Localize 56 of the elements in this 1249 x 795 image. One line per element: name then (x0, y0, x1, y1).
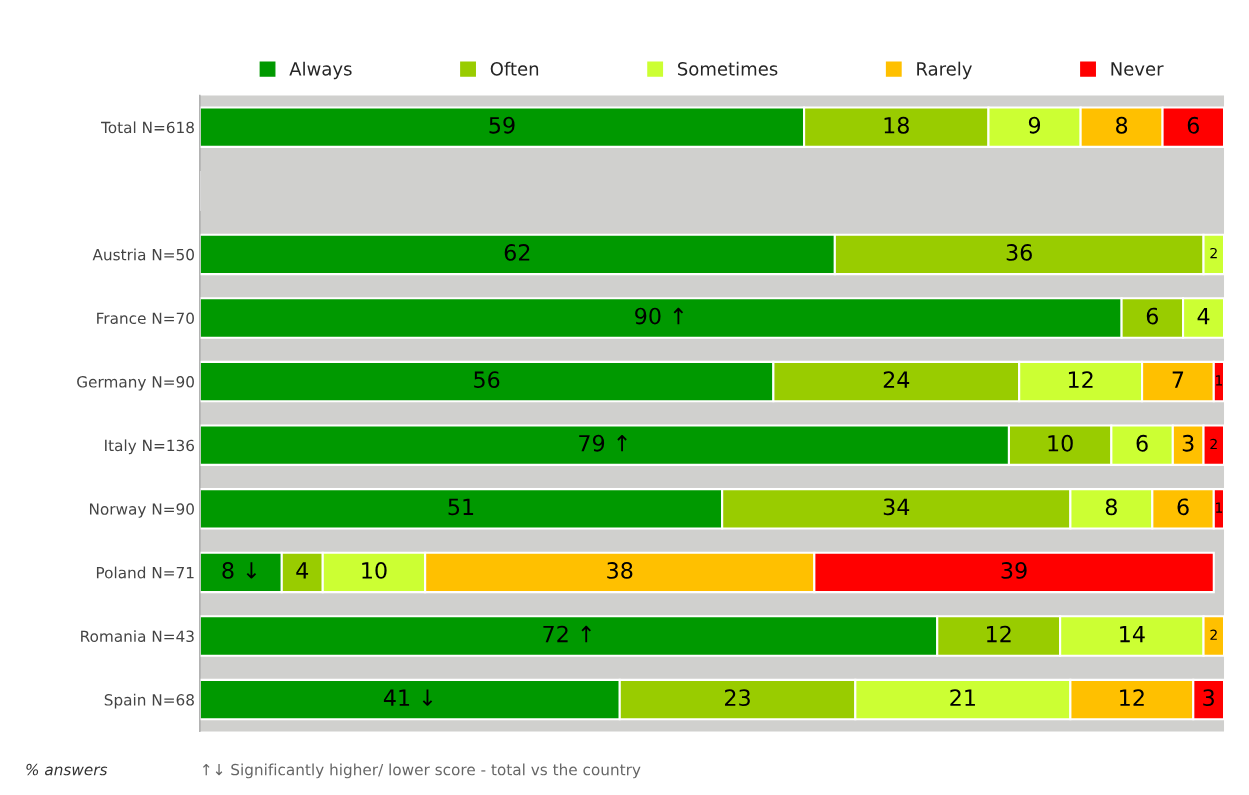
legend-label: Never (1111, 62, 1164, 76)
data-label: 10 (362, 562, 387, 579)
data-label: 62 (504, 244, 530, 261)
data-label: 56 (474, 371, 500, 389)
data-label: 59 (489, 116, 515, 134)
legend-label: Rarely (917, 61, 972, 80)
data-label: 4 (1197, 307, 1210, 325)
data-label: 2 (1210, 247, 1217, 259)
data-label: 12 (987, 625, 1011, 643)
data-label: 2 (1210, 629, 1217, 640)
y-tick-label: France N=70 (97, 312, 194, 325)
legend-label: Sometimes (678, 61, 778, 76)
data-label: 4 (296, 562, 309, 579)
data-label: 39 (1001, 562, 1027, 579)
data-label: 21 (950, 689, 975, 706)
data-label: 90 ↑ (635, 307, 684, 325)
data-label: 1 (1216, 375, 1223, 386)
text: ↑↓ Significantly higher/ lower score - total vs the country (202, 763, 641, 779)
data-label: 18 (884, 116, 909, 134)
legend-label: Often (490, 61, 539, 76)
data-label: 41 ↓ (383, 689, 433, 706)
y-tick-label: Total N=618 (101, 121, 194, 134)
data-label: 9 (1028, 116, 1041, 134)
data-label: 72 ↑ (543, 625, 591, 643)
data-label: 6 (1187, 116, 1199, 134)
data-label: 7 (1172, 371, 1184, 388)
data-label: 8 ↓ (222, 562, 257, 579)
data-label: 14 (1120, 625, 1145, 643)
y-tick-label: Austria N=50 (92, 248, 194, 261)
data-label: 10 (1048, 434, 1073, 452)
y-tick-label: Spain N=68 (104, 693, 194, 709)
data-label: 6 (1177, 498, 1189, 516)
data-label: 12 (1068, 371, 1093, 388)
data-label: 23 (725, 689, 750, 707)
data-label: 79 ↑ (579, 434, 627, 452)
data-label: 24 (883, 371, 910, 388)
data-label: 6 (1146, 307, 1158, 325)
data-label: 8 (1116, 116, 1128, 134)
text: % answers (26, 763, 108, 776)
data-label: 3 (1203, 689, 1214, 707)
y-tick-label: Norway N=90 (89, 503, 194, 518)
data-label: 12 (1120, 689, 1144, 706)
legend-label: Always (289, 61, 352, 80)
data-label: 51 (448, 498, 474, 516)
y-tick-label: Romania N=43 (81, 630, 194, 643)
y-tick-label: Italy N=136 (105, 439, 195, 455)
y-tick-label: Poland N=71 (96, 566, 194, 579)
data-label: 36 (1006, 244, 1032, 261)
data-label: 1 (1216, 502, 1223, 513)
data-label: 38 (607, 562, 633, 579)
data-label: 34 (883, 498, 910, 516)
data-label: 2 (1210, 438, 1217, 450)
data-label: 8 (1105, 498, 1117, 516)
data-label: 6 (1136, 434, 1148, 452)
data-label: 3 (1182, 434, 1194, 452)
y-tick-label: Germany N=90 (77, 376, 194, 391)
